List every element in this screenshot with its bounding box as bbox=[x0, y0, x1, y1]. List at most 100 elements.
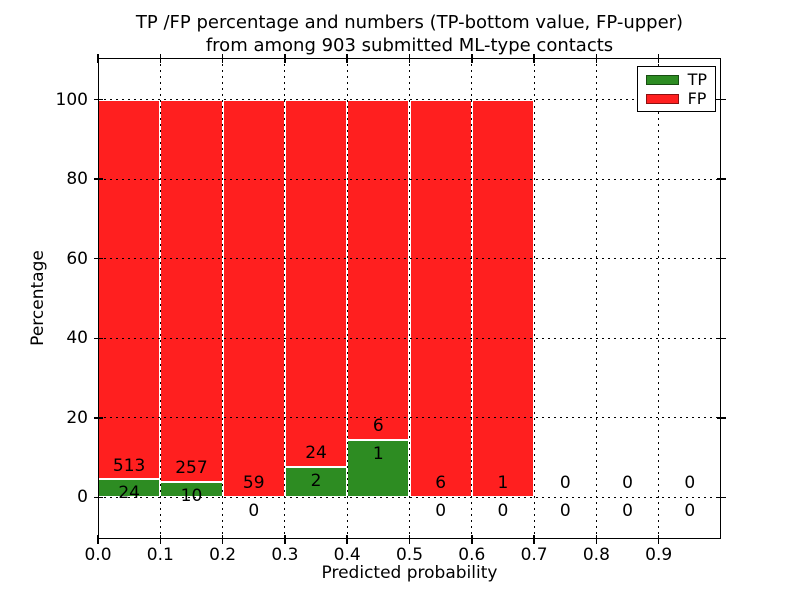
x-tick-bottom bbox=[408, 534, 411, 544]
y-gridline bbox=[98, 99, 721, 101]
fp-count-label: 513 bbox=[112, 455, 146, 476]
y-gridline bbox=[98, 178, 721, 180]
x-tick-top bbox=[97, 53, 99, 63]
tp-count-label: 0 bbox=[622, 501, 633, 522]
tp-count-label: 0 bbox=[559, 501, 571, 522]
x-tick-bottom bbox=[221, 534, 224, 544]
fp-count-label: 257 bbox=[175, 458, 208, 479]
x-tick-label: 0.7 bbox=[520, 545, 548, 565]
x-gridline bbox=[346, 58, 348, 539]
x-tick-label: 0.5 bbox=[395, 545, 424, 565]
x-tick-bottom bbox=[471, 534, 473, 544]
x-tick-bottom bbox=[533, 534, 535, 544]
y-tick-left bbox=[93, 417, 103, 419]
chart-title-line-2: from among 903 submitted ML-type contact… bbox=[205, 35, 614, 56]
y-tick-right bbox=[716, 417, 726, 419]
legend-swatch-fp-icon bbox=[645, 93, 679, 104]
y-tick-left bbox=[93, 496, 103, 498]
x-tick-bottom bbox=[159, 534, 162, 544]
tp-bar-segment bbox=[160, 482, 223, 498]
x-tick-label: 0.1 bbox=[146, 545, 174, 565]
y-tick-left bbox=[93, 178, 103, 180]
y-tick-right bbox=[716, 178, 726, 180]
x-gridline bbox=[222, 58, 224, 539]
y-tick-label: 0 bbox=[77, 487, 88, 508]
x-axis-label: Predicted probability bbox=[321, 563, 498, 583]
tp-count-label: 24 bbox=[118, 483, 140, 504]
fp-bar-segment bbox=[347, 99, 410, 441]
x-tick-top bbox=[595, 53, 598, 63]
x-tick-bottom bbox=[657, 534, 660, 544]
tp-count-label: 1 bbox=[372, 444, 384, 465]
chart-title-line-1: TP /FP percentage and numbers (TP-bottom… bbox=[135, 12, 684, 33]
legend-swatch-tp-icon bbox=[645, 74, 679, 85]
fp-bar-segment bbox=[222, 99, 285, 498]
y-tick-label: 60 bbox=[66, 248, 88, 269]
x-tick-label: 0.3 bbox=[271, 545, 299, 565]
x-gridline bbox=[658, 58, 660, 539]
y-tick-label: 80 bbox=[66, 169, 88, 190]
y-tick-label: 20 bbox=[66, 407, 88, 428]
x-tick-top bbox=[471, 53, 473, 63]
fp-count-label: 0 bbox=[684, 473, 696, 494]
fp-count-label: 59 bbox=[242, 473, 265, 494]
x-tick-label: 0.8 bbox=[582, 545, 610, 565]
legend-label-fp: FP bbox=[687, 89, 707, 108]
x-tick-top bbox=[408, 53, 411, 63]
y-tick-right bbox=[716, 496, 726, 498]
tp-count-label: 0 bbox=[248, 501, 260, 522]
x-tick-bottom bbox=[97, 534, 99, 544]
plot-area: TP FP 513 24 257 10 59 0 24 2 6 1 6 0 1 0 0 0 0 0 0 0 bbox=[93, 53, 726, 544]
x-gridline bbox=[595, 58, 597, 539]
x-tick-top bbox=[284, 53, 286, 63]
y-gridline bbox=[98, 496, 721, 498]
legend: TP FP bbox=[636, 66, 716, 112]
fp-bar-segment bbox=[160, 99, 223, 483]
x-tick-top bbox=[533, 53, 535, 63]
tp-count-label: 10 bbox=[180, 486, 203, 507]
x-gridline bbox=[284, 58, 286, 539]
x-gridline bbox=[159, 58, 161, 539]
x-tick-top bbox=[159, 53, 162, 63]
x-tick-top bbox=[346, 53, 348, 63]
fp-count-label: 0 bbox=[622, 473, 633, 494]
x-tick-label: 0.4 bbox=[333, 545, 361, 565]
fp-bar-segment bbox=[409, 99, 472, 498]
fp-bar-segment bbox=[471, 99, 535, 498]
fp-count-label: 0 bbox=[559, 473, 571, 494]
y-gridline bbox=[98, 258, 721, 260]
y-tick-label: 40 bbox=[66, 328, 88, 349]
fp-bar-segment bbox=[98, 99, 161, 480]
y-tick-right bbox=[716, 257, 726, 260]
y-tick-label: 100 bbox=[55, 89, 88, 110]
tp-count-label: 0 bbox=[684, 501, 696, 522]
x-gridline bbox=[533, 58, 535, 539]
x-tick-label: 0.6 bbox=[458, 545, 486, 565]
fp-count-label: 24 bbox=[305, 442, 327, 463]
fp-count-label: 6 bbox=[435, 473, 447, 494]
tp-count-label: 0 bbox=[435, 501, 447, 522]
x-tick-bottom bbox=[346, 534, 348, 544]
x-tick-bottom bbox=[284, 534, 286, 544]
y-tick-left bbox=[93, 337, 103, 339]
chart-title: TP /FP percentage and numbers (TP-bottom… bbox=[98, 11, 721, 57]
legend-label-tp: TP bbox=[687, 70, 707, 89]
x-gridline bbox=[471, 58, 473, 539]
x-tick-label: 0.0 bbox=[84, 545, 112, 565]
y-tick-left bbox=[93, 257, 103, 260]
legend-entry-tp: TP bbox=[645, 70, 707, 89]
y-tick-left bbox=[93, 98, 103, 101]
legend-entry-fp: FP bbox=[645, 89, 707, 108]
x-tick-bottom bbox=[595, 534, 598, 544]
fp-count-label: 1 bbox=[497, 473, 509, 494]
tp-count-label: 0 bbox=[497, 501, 509, 522]
x-tick-label: 0.9 bbox=[645, 545, 673, 565]
fp-count-label: 6 bbox=[372, 416, 384, 437]
x-gridline bbox=[409, 58, 410, 539]
y-tick-right bbox=[716, 98, 726, 101]
y-gridline bbox=[98, 337, 721, 339]
x-tick-label: 0.2 bbox=[209, 545, 237, 565]
fp-bar-segment bbox=[284, 99, 348, 467]
tp-count-label: 2 bbox=[310, 470, 322, 491]
